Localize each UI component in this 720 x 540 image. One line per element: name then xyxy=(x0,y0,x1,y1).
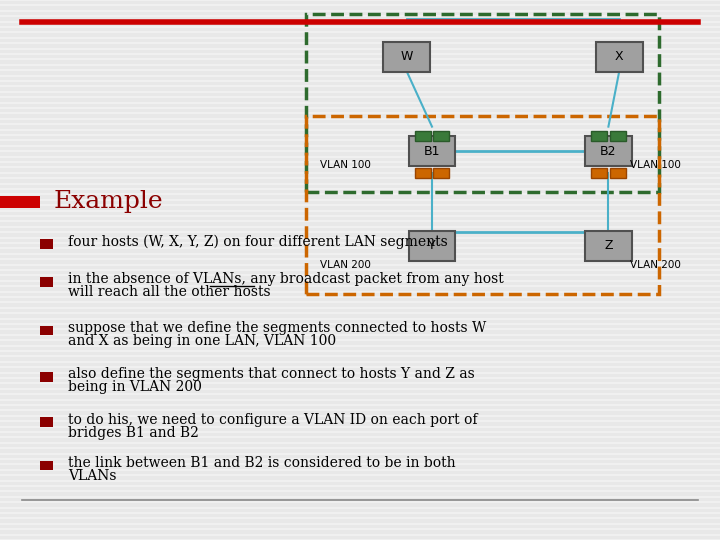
Text: VLAN 100: VLAN 100 xyxy=(320,160,372,170)
Bar xyxy=(610,131,626,141)
Text: the link between B1 and B2 is considered to be in both: the link between B1 and B2 is considered… xyxy=(68,456,456,470)
Text: also define the segments that connect to hosts Y and Z as: also define the segments that connect to… xyxy=(68,367,475,381)
Bar xyxy=(415,168,431,178)
Bar xyxy=(40,326,53,335)
Bar xyxy=(591,131,607,141)
Text: X: X xyxy=(615,50,624,63)
Bar xyxy=(610,168,626,178)
Bar xyxy=(40,372,53,382)
FancyBboxPatch shape xyxy=(409,136,456,166)
Text: bridges B1 and B2: bridges B1 and B2 xyxy=(68,426,199,440)
Text: VLAN 100: VLAN 100 xyxy=(630,160,681,170)
Text: Z: Z xyxy=(604,239,613,252)
Bar xyxy=(40,461,53,470)
Bar xyxy=(433,168,449,178)
Text: VLAN 200: VLAN 200 xyxy=(320,260,372,269)
Bar xyxy=(40,417,53,427)
Text: and X as being in one LAN, VLAN 100: and X as being in one LAN, VLAN 100 xyxy=(68,334,336,348)
Text: four hosts (W, X, Y, Z) on four different LAN segments: four hosts (W, X, Y, Z) on four differen… xyxy=(68,234,448,248)
FancyBboxPatch shape xyxy=(585,136,632,166)
Text: B2: B2 xyxy=(600,145,616,158)
Bar xyxy=(415,131,431,141)
Text: to do his, we need to configure a VLAN ID on each port of: to do his, we need to configure a VLAN I… xyxy=(68,413,478,427)
Text: suppose that we define the segments connected to hosts W: suppose that we define the segments conn… xyxy=(68,321,487,335)
FancyBboxPatch shape xyxy=(383,42,430,71)
Text: Example: Example xyxy=(54,191,163,213)
Text: W: W xyxy=(400,50,413,63)
Bar xyxy=(40,277,53,287)
Text: in the absence of VLANs, any broadcast packet from any host: in the absence of VLANs, any broadcast p… xyxy=(68,272,504,286)
Bar xyxy=(591,168,607,178)
Text: B1: B1 xyxy=(424,145,440,158)
Text: Y: Y xyxy=(428,239,436,252)
Text: will reach all the other hosts: will reach all the other hosts xyxy=(68,285,271,299)
Text: being in VLAN 200: being in VLAN 200 xyxy=(68,380,202,394)
Bar xyxy=(40,239,53,249)
Bar xyxy=(433,131,449,141)
Text: VLAN 200: VLAN 200 xyxy=(630,260,681,269)
FancyBboxPatch shape xyxy=(409,231,456,260)
Bar xyxy=(0,196,40,208)
Text: VLANs: VLANs xyxy=(68,469,117,483)
FancyBboxPatch shape xyxy=(596,42,643,71)
FancyBboxPatch shape xyxy=(585,231,632,260)
